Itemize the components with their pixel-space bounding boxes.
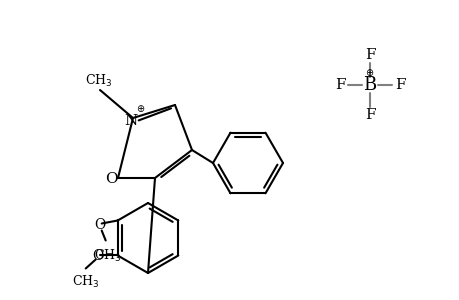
Text: CH$_3$: CH$_3$ bbox=[72, 274, 99, 290]
Text: F: F bbox=[334, 78, 345, 92]
Text: B: B bbox=[363, 76, 376, 94]
Text: O: O bbox=[105, 172, 117, 186]
Text: F: F bbox=[364, 48, 375, 62]
Text: $\oplus$: $\oplus$ bbox=[364, 67, 374, 77]
Text: O: O bbox=[92, 248, 103, 262]
Text: CH$_3$: CH$_3$ bbox=[85, 73, 112, 89]
Text: $\oplus$: $\oplus$ bbox=[136, 103, 146, 115]
Text: F: F bbox=[394, 78, 404, 92]
Text: O: O bbox=[94, 218, 105, 233]
Text: CH$_3$: CH$_3$ bbox=[94, 248, 121, 264]
Text: F: F bbox=[364, 108, 375, 122]
Text: N: N bbox=[124, 114, 137, 128]
